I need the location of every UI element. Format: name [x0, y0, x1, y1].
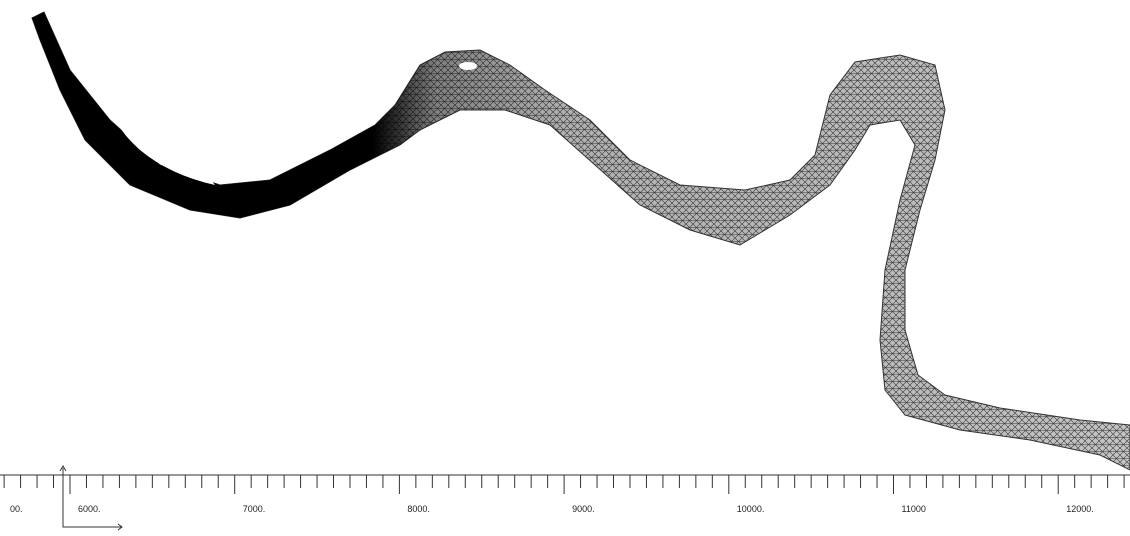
- scale-label: 10000.: [737, 504, 765, 514]
- scale-label: 8000.: [407, 504, 430, 514]
- scale-bar: 00. 6000. 7000. 8000. 9000. 10000. 11000 12000.…: [0, 465, 1130, 531]
- hole: [459, 62, 477, 70]
- scale-label: 6000.: [78, 504, 101, 514]
- river-mesh: [31, 11, 1130, 471]
- scale-label: 9000.: [572, 504, 595, 514]
- island: [118, 120, 215, 185]
- scale-label: 7000.: [243, 504, 266, 514]
- scale-label: 12000.: [1066, 504, 1094, 514]
- scale-label: 11000: [902, 504, 926, 514]
- scale-label: 00.: [10, 504, 23, 514]
